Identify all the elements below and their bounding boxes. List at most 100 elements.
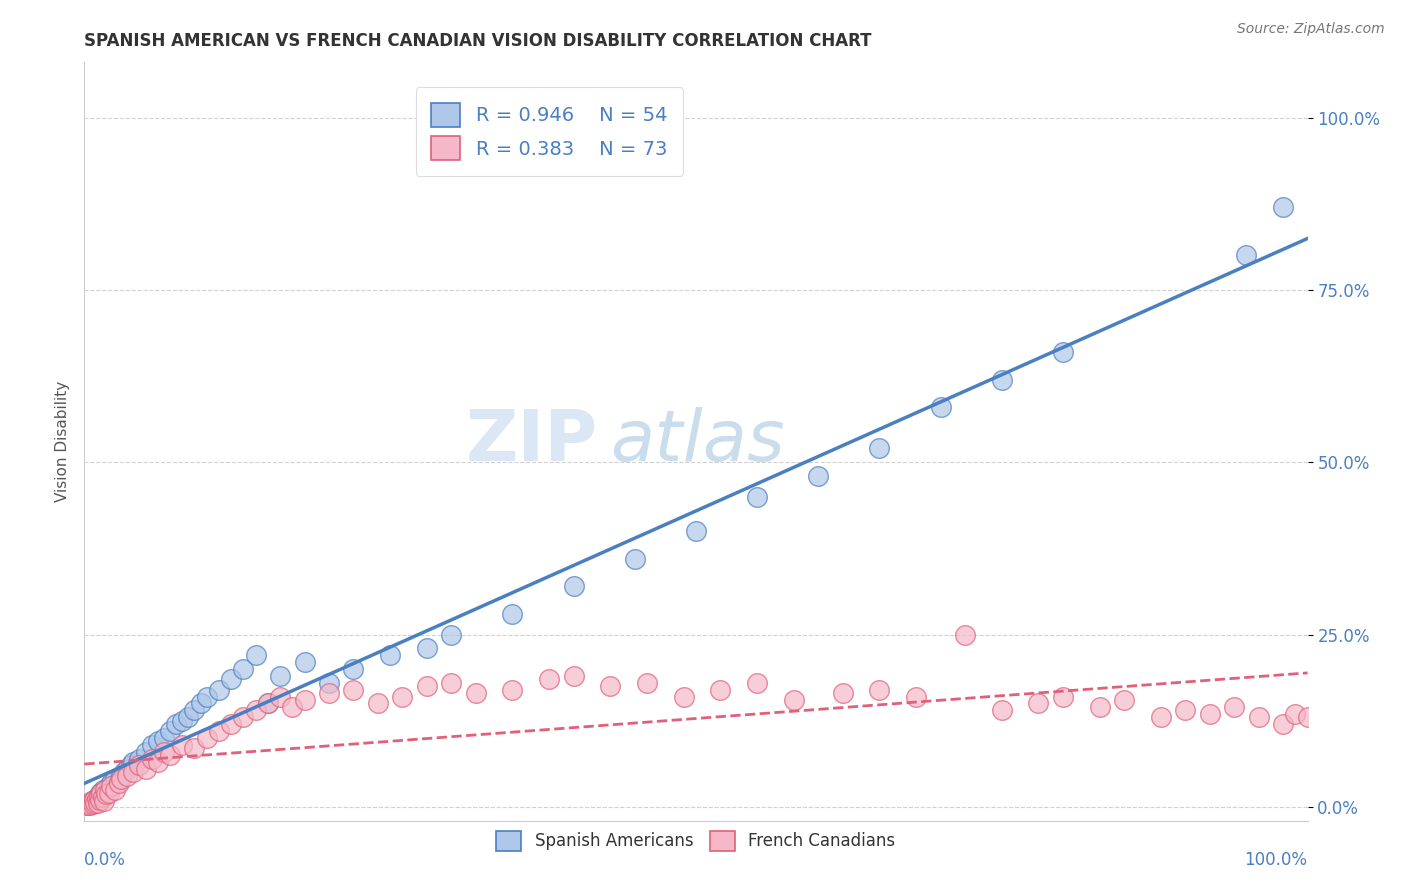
Point <box>1284 706 1306 721</box>
Point <box>562 669 585 683</box>
Point <box>747 490 769 504</box>
Point <box>562 579 585 593</box>
Point <box>104 772 127 787</box>
Point <box>269 669 291 683</box>
Point <box>96 788 118 802</box>
Y-axis label: Vision Disability: Vision Disability <box>55 381 70 502</box>
Text: ZIP: ZIP <box>465 407 598 476</box>
Point <box>87 797 110 811</box>
Point <box>141 751 163 765</box>
Point <box>636 675 658 690</box>
Point <box>146 734 169 748</box>
Point <box>82 797 104 811</box>
Text: 100.0%: 100.0% <box>1244 851 1308 869</box>
Point <box>97 786 120 800</box>
Point <box>112 765 135 780</box>
Point <box>367 697 389 711</box>
Point <box>440 675 463 690</box>
Point <box>318 686 340 700</box>
Point <box>257 697 280 711</box>
Point <box>869 442 891 456</box>
Point <box>97 779 120 793</box>
Point <box>869 682 891 697</box>
Point <box>80 794 103 808</box>
Point <box>294 655 316 669</box>
Point <box>269 690 291 704</box>
Point <box>79 797 101 811</box>
Point <box>747 675 769 690</box>
Point <box>159 748 181 763</box>
Point <box>1052 345 1074 359</box>
Point <box>76 798 98 813</box>
Point <box>232 710 254 724</box>
Point <box>120 758 142 772</box>
Point <box>318 675 340 690</box>
Point <box>219 673 242 687</box>
Point <box>831 686 853 700</box>
Point <box>294 693 316 707</box>
Point <box>257 697 280 711</box>
Point <box>245 703 267 717</box>
Point <box>135 745 157 759</box>
Point <box>929 400 952 414</box>
Point <box>87 789 110 804</box>
Point <box>1150 710 1173 724</box>
Legend: Spanish Americans, French Canadians: Spanish Americans, French Canadians <box>489 824 903 858</box>
Point <box>83 793 105 807</box>
Point <box>172 738 194 752</box>
Point <box>1236 248 1258 262</box>
Point <box>135 762 157 776</box>
Point <box>141 738 163 752</box>
Point <box>87 789 110 804</box>
Point <box>79 797 101 812</box>
Point <box>107 773 129 788</box>
Point <box>104 782 127 797</box>
Point <box>245 648 267 663</box>
Point <box>159 724 181 739</box>
Point <box>599 679 621 693</box>
Point <box>153 745 176 759</box>
Point <box>232 662 254 676</box>
Point <box>94 785 117 799</box>
Text: SPANISH AMERICAN VS FRENCH CANADIAN VISION DISABILITY CORRELATION CHART: SPANISH AMERICAN VS FRENCH CANADIAN VISI… <box>84 32 872 50</box>
Point <box>1052 690 1074 704</box>
Point <box>1296 710 1319 724</box>
Point <box>86 791 108 805</box>
Point <box>107 776 129 790</box>
Point <box>538 673 561 687</box>
Point <box>94 782 117 797</box>
Point <box>146 755 169 769</box>
Point <box>342 662 364 676</box>
Point <box>100 776 122 790</box>
Text: 0.0%: 0.0% <box>84 851 127 869</box>
Point <box>1272 717 1295 731</box>
Point <box>440 627 463 641</box>
Point <box>502 682 524 697</box>
Point <box>208 682 231 697</box>
Point <box>86 791 108 805</box>
Point <box>172 714 194 728</box>
Point <box>1174 703 1197 717</box>
Point <box>183 703 205 717</box>
Point <box>208 724 231 739</box>
Point <box>77 797 100 811</box>
Point <box>110 772 132 787</box>
Point <box>464 686 486 700</box>
Point <box>991 372 1014 386</box>
Text: Source: ZipAtlas.com: Source: ZipAtlas.com <box>1237 22 1385 37</box>
Point <box>416 679 439 693</box>
Point <box>709 682 731 697</box>
Point <box>391 690 413 704</box>
Point <box>783 693 806 707</box>
Point <box>672 690 695 704</box>
Point <box>91 782 114 797</box>
Point <box>80 794 103 808</box>
Point <box>165 717 187 731</box>
Point <box>905 690 928 704</box>
Point <box>991 703 1014 717</box>
Point <box>685 524 707 538</box>
Point <box>1028 697 1050 711</box>
Point <box>502 607 524 621</box>
Point <box>89 793 111 807</box>
Point <box>93 794 115 808</box>
